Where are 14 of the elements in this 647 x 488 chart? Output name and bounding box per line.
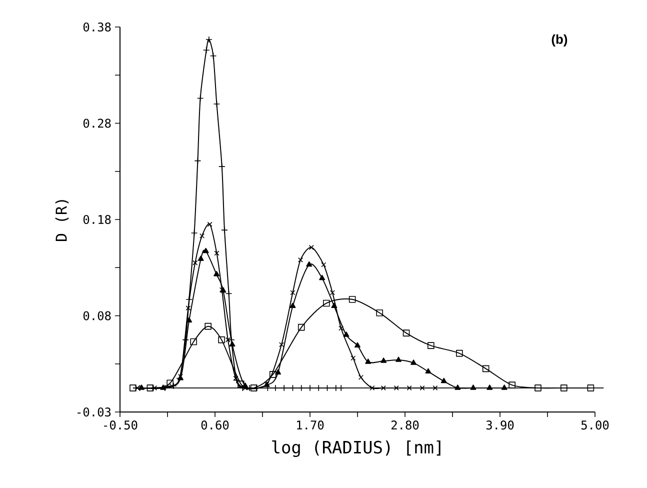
annotation: (b) — [552, 34, 568, 46]
y-tick-label: 0.38 — [83, 22, 111, 32]
x-tick-label: 2.80 — [392, 420, 419, 430]
x-tick-label: 1.70 — [297, 420, 324, 430]
x-tick-label: -0.50 — [104, 420, 138, 430]
y-axis-title: D (R) — [55, 200, 69, 241]
y-tick-label: 0.08 — [83, 311, 111, 320]
x-tick-label: 0.60 — [201, 420, 229, 430]
x-tick-label: 3.90 — [486, 420, 514, 430]
y-tick-label: 0.28 — [83, 118, 111, 128]
x-tick-label: 5.00 — [581, 420, 609, 430]
x-axis-title: log (RADIUS) [nm] — [272, 440, 440, 458]
y-tick-label: 0.18 — [83, 214, 111, 224]
y-tick-label: -0.03 — [78, 407, 111, 417]
